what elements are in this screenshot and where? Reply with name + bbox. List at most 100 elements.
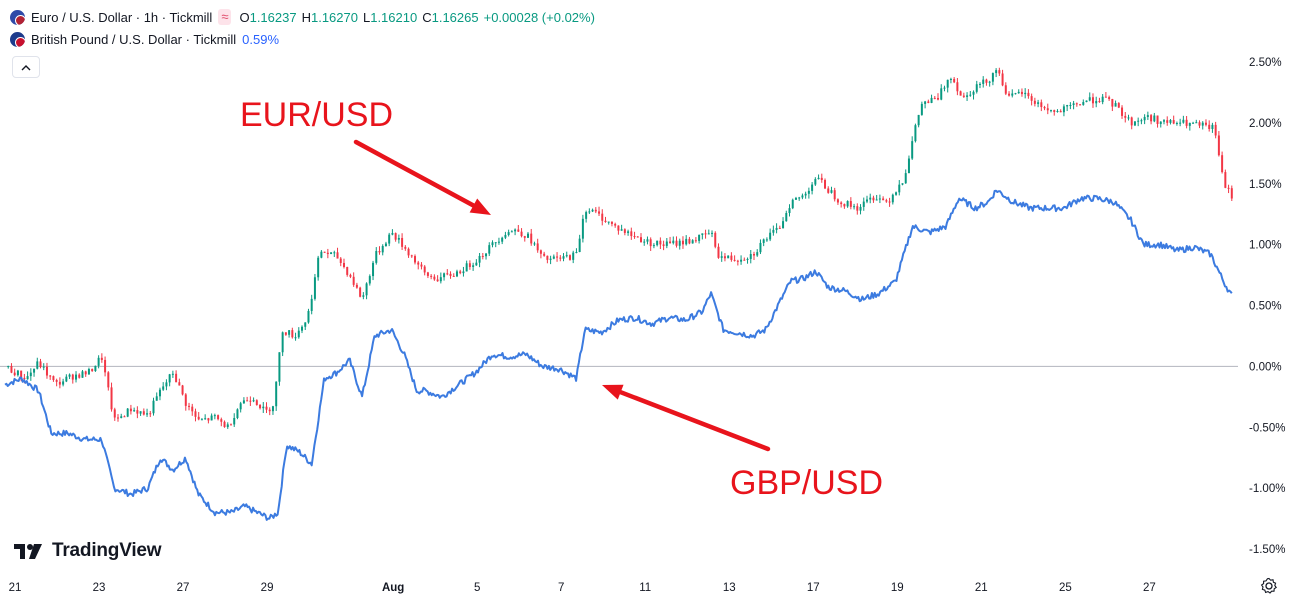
eur-candle [1140,118,1143,125]
eur-candle [630,227,633,240]
candle-body [966,95,969,97]
eur-candle [220,417,223,427]
candle-body [1127,117,1130,119]
legend-gbp-row[interactable]: British Pound / U.S. Dollar · Tickmill 0… [10,28,595,50]
eur-candle [1098,97,1101,103]
candle-body [1033,100,1036,104]
eur-candle [972,90,975,100]
x-tick-label: 27 [177,582,190,594]
eur-candle [714,231,717,249]
eur-candle [510,230,513,233]
candle-body [530,233,533,244]
eur-candle [1159,121,1162,128]
candle-body [536,243,539,251]
candle-body [355,284,358,288]
eur-candle [940,84,943,101]
data-source-badge[interactable]: ≈ [218,9,232,25]
eur-candle [701,233,704,240]
eur-candle [1192,121,1195,124]
y-tick-label: -1.00% [1249,483,1285,495]
eur-candle [68,373,71,380]
eur-candle [494,242,497,248]
eur-candle [443,272,446,281]
eur-candle [514,228,517,236]
candle-body [423,266,426,273]
candle-body [514,229,517,232]
candle-body [920,103,923,115]
eur-candle [1117,102,1120,109]
eur-candle [975,80,978,94]
candle-body [504,234,507,238]
eur-candle [846,200,849,208]
collapse-legend-button[interactable] [12,56,40,78]
eur-candle [1037,99,1040,108]
candle-body [65,376,68,382]
eur-candle [333,250,336,257]
eur-symbol-title[interactable]: Euro / U.S. Dollar · 1h · Tickmill [31,9,213,25]
eur-candle [833,187,836,202]
eur-candle [778,225,781,229]
candle-body [523,236,526,238]
eur-candle [165,379,168,391]
eur-candle [520,228,523,238]
candle-body [1156,115,1159,124]
gbp-usd-arrow [602,384,771,452]
eur-candle [966,92,969,101]
candle-body [623,229,626,233]
candle-body [200,419,203,421]
time-axis[interactable]: 21 23 27 29 Aug 5 7 11 13 17 19 21 25 27 [9,582,1156,594]
candle-body [940,88,943,100]
candle-body [10,366,13,373]
eur-candle [1043,105,1046,111]
candle-body [149,413,152,415]
eur-candle [155,392,158,401]
eur-candle [388,232,391,247]
price-axis[interactable]: 2.50% 2.00% 1.50% 1.00% 0.50% 0.00% -0.50% -1.0… [1249,57,1285,556]
candle-body [472,265,475,267]
candle-body [824,180,827,189]
candle-body [698,234,701,241]
candle-body [368,276,371,284]
eur-candle [1195,119,1198,124]
eur-candle [782,217,785,229]
eur-candle [1082,99,1085,106]
gear-icon[interactable] [1260,577,1278,595]
candle-body [497,241,500,243]
eur-candle [223,420,226,428]
eur-candle [578,234,581,253]
eur-candle [937,93,940,101]
eur-candle [598,206,601,216]
eur-candle [694,237,697,243]
arrow-shaft [618,389,771,452]
eur-candle [372,260,375,281]
gbp-symbol-title[interactable]: British Pound / U.S. Dollar · Tickmill [31,31,237,47]
eur-candle [527,232,530,239]
eur-candle [978,82,981,89]
eur-candle [930,94,933,104]
legend-eur-row[interactable]: Euro / U.S. Dollar · 1h · Tickmill ≈ O 1.… [10,6,595,28]
candle-body [120,416,123,419]
candle-body [620,229,623,231]
eur-candle [149,410,152,418]
candle-body [336,252,339,259]
eur-candle [985,78,988,86]
candle-body [1091,97,1094,104]
eur-candle [504,231,507,240]
eur-candle [320,250,323,259]
eur-candle [100,353,103,363]
candle-body [633,236,636,238]
eur-candle [552,254,555,260]
eur-candle [404,245,407,251]
eur-candle [1130,116,1133,130]
gbp-usd-annotation: GBP/USD [730,464,884,502]
candle-body [365,283,368,296]
tradingview-logo[interactable]: TradingView [14,540,162,562]
candle-body [607,221,610,223]
candle-body [1121,107,1124,116]
open-label: O [239,9,250,25]
eur-candle [798,196,801,201]
candle-body [142,411,145,415]
eur-candle [52,375,55,382]
